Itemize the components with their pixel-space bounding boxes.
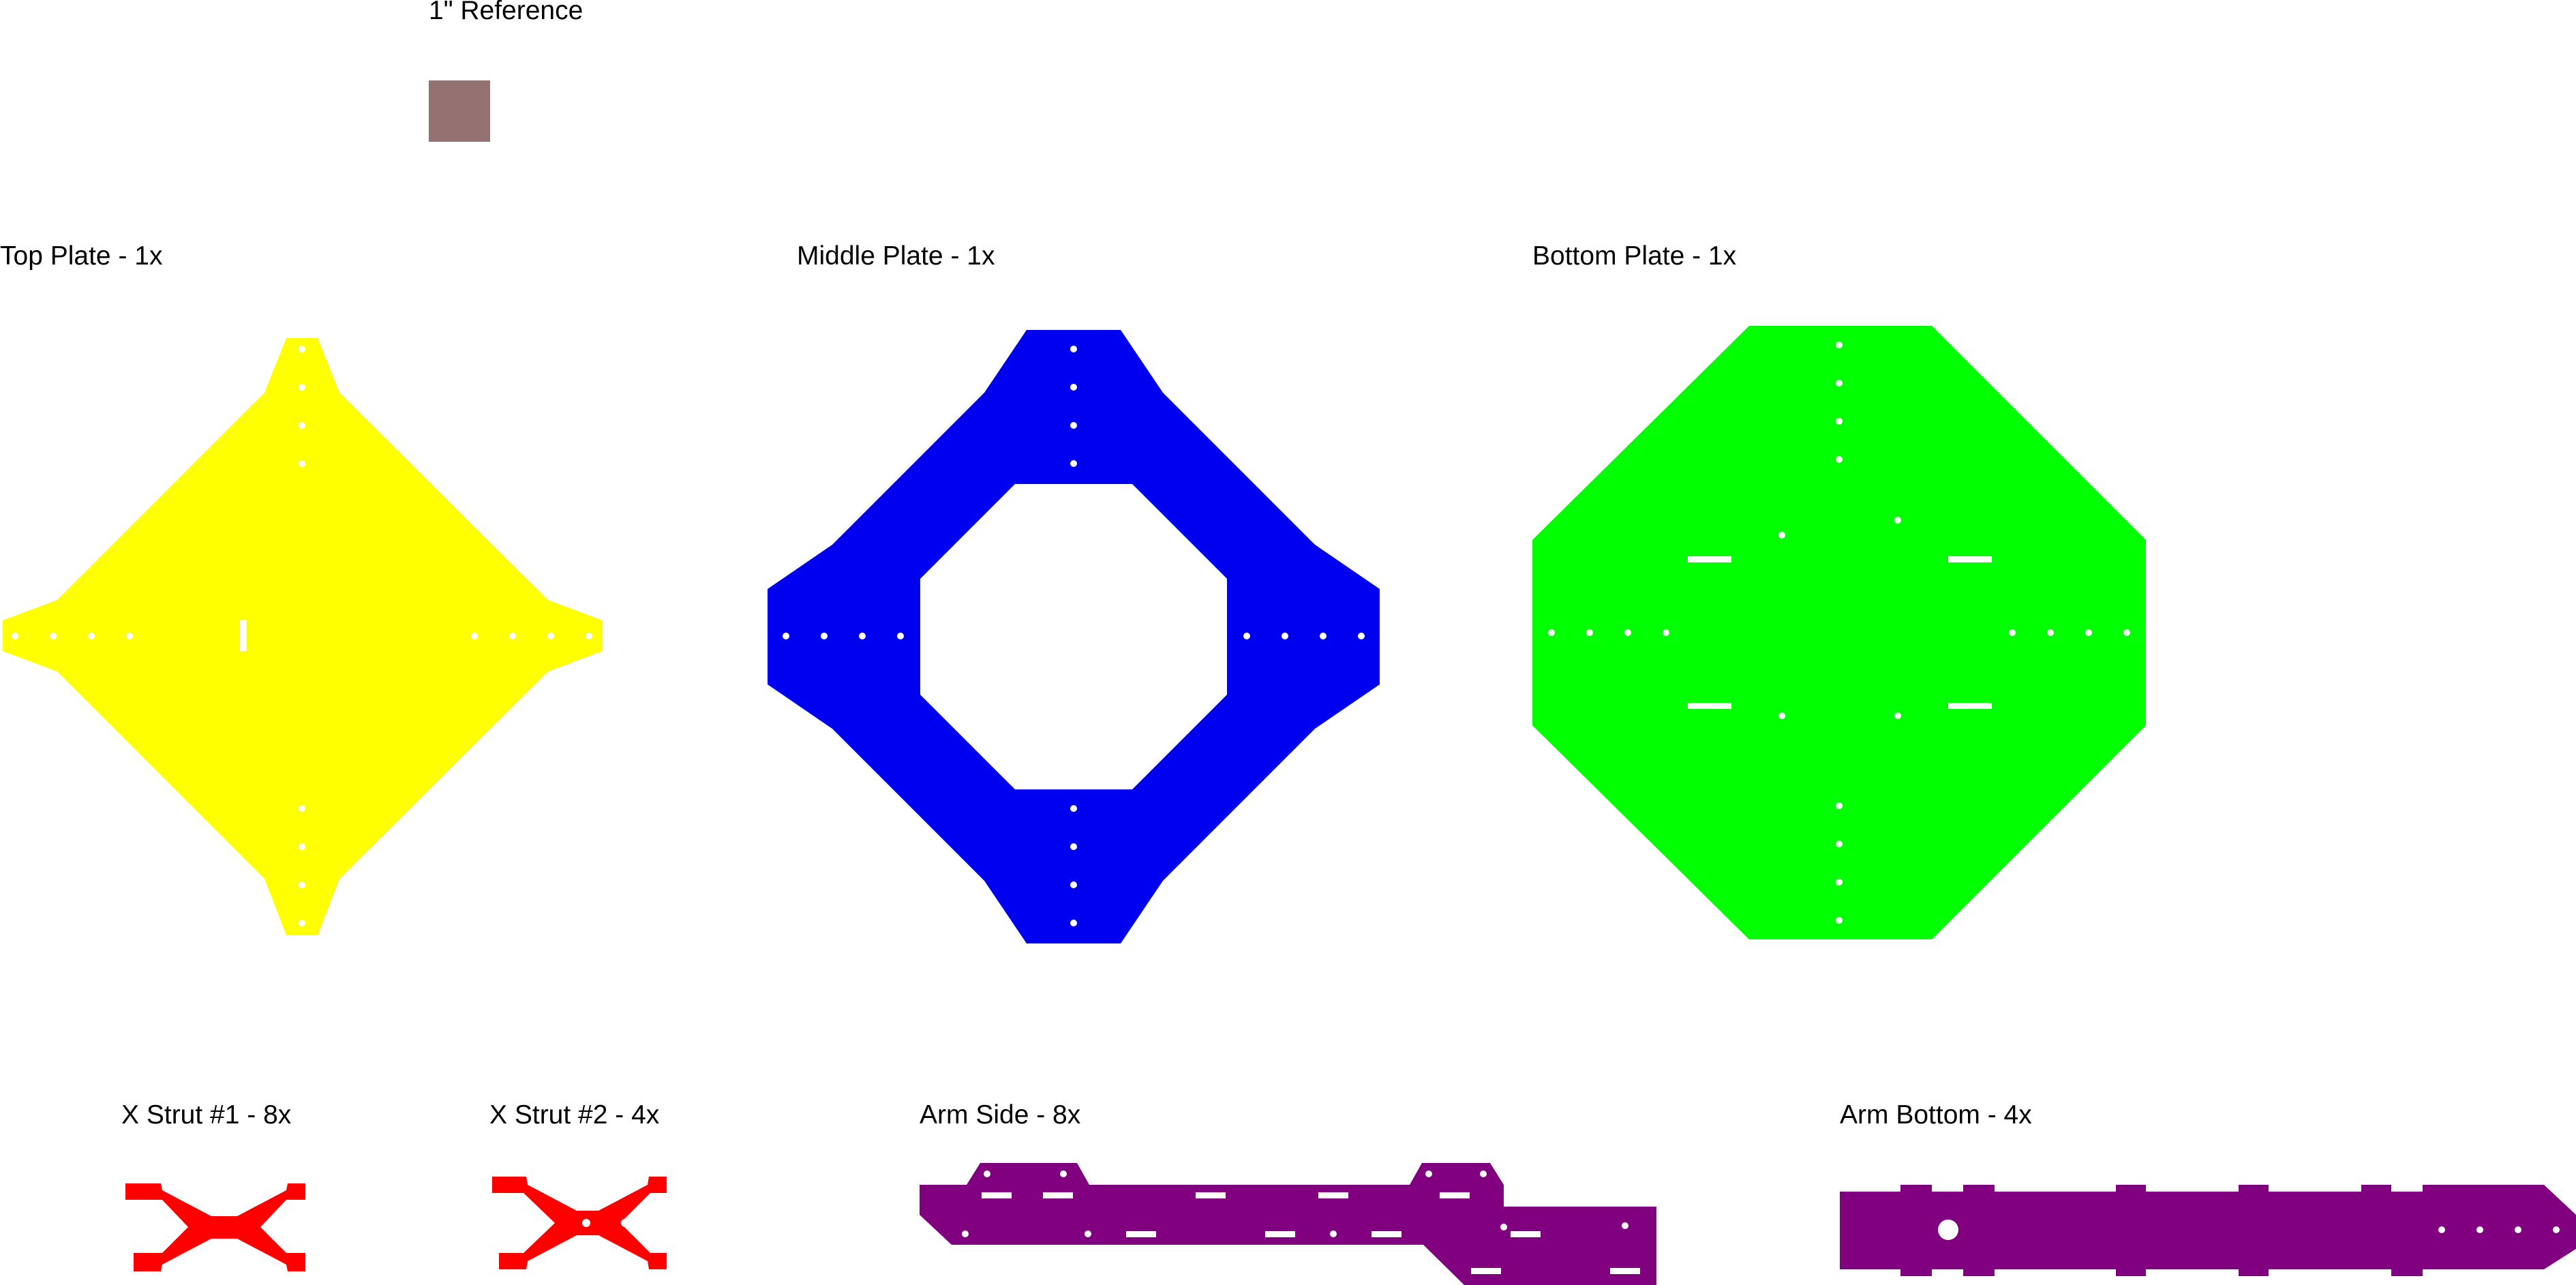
bottom-plate-group: Bottom Plate - 1x	[1532, 241, 2146, 939]
reference-label: 1" Reference	[429, 0, 583, 25]
x-strut-1-group: X Strut #1 - 8x	[121, 1100, 305, 1271]
arm-bottom-label: Arm Bottom - 4x	[1840, 1100, 2032, 1130]
arm-bottom-group: Arm Bottom - 4x	[1840, 1100, 2576, 1276]
arm-side-label: Arm Side - 8x	[920, 1100, 1081, 1130]
x-strut-2-group: X Strut #2 - 4x	[489, 1100, 667, 1269]
reference-square	[429, 80, 490, 142]
arm-side	[920, 1163, 1656, 1285]
reference-group: 1" Reference	[429, 0, 583, 142]
x-strut-1-label: X Strut #1 - 8x	[121, 1100, 292, 1130]
top-plate-group: Top Plate - 1x	[0, 241, 603, 935]
x-strut-2	[492, 1177, 667, 1269]
arm-side-group: Arm Side - 8x	[920, 1100, 1656, 1285]
x-strut-1	[125, 1183, 305, 1271]
middle-plate-label: Middle Plate - 1x	[797, 241, 995, 271]
top-plate-label: Top Plate - 1x	[0, 241, 163, 271]
x-strut-2-label: X Strut #2 - 4x	[489, 1100, 660, 1130]
bottom-plate-label: Bottom Plate - 1x	[1532, 241, 1737, 271]
middle-plate-group: Middle Plate - 1x	[768, 241, 1380, 943]
